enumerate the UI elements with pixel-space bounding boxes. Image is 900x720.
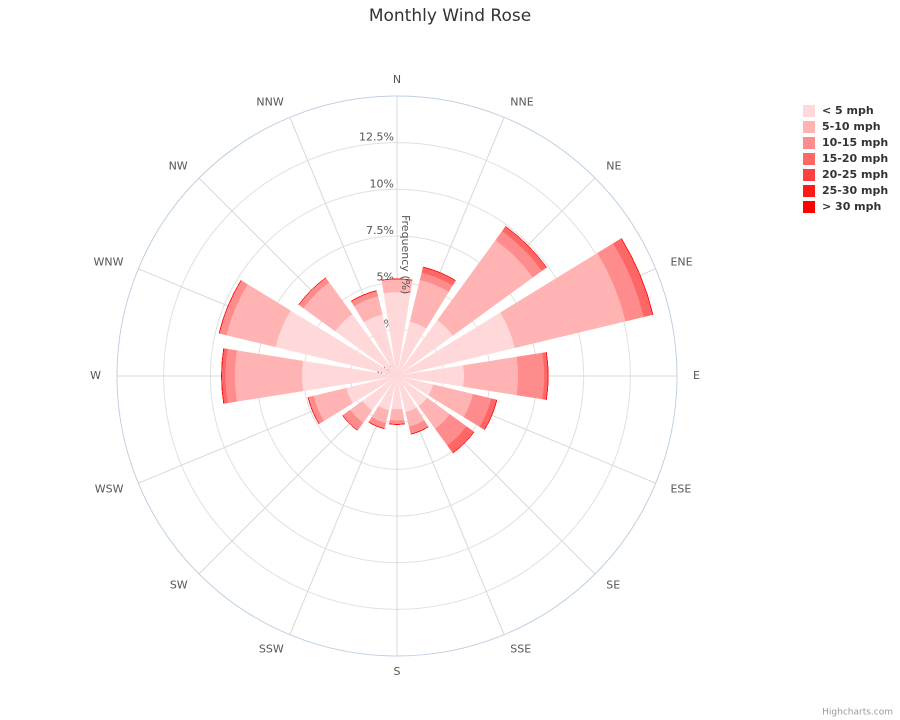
category-label: NE — [606, 160, 621, 173]
wedge — [351, 290, 377, 302]
category-label: E — [693, 369, 700, 382]
wedge — [463, 356, 519, 396]
wedge — [234, 350, 304, 402]
legend-swatch[interactable] — [803, 169, 815, 181]
category-label: SE — [606, 578, 620, 591]
y-axis-title: Frequency (%) — [399, 215, 412, 294]
legend-swatch[interactable] — [803, 185, 815, 197]
wedge — [423, 266, 456, 281]
wedge — [621, 238, 654, 315]
category-label: WNW — [94, 256, 124, 269]
category-label: SSE — [510, 642, 531, 655]
y-tick-label: 12.5% — [359, 131, 394, 144]
chart-title: Monthly Wind Rose — [369, 6, 531, 26]
credits[interactable]: Highcharts.com — [822, 708, 893, 718]
category-label: ESE — [670, 482, 691, 495]
wedge — [452, 431, 475, 454]
wedge — [218, 280, 242, 334]
legend-label[interactable]: 5-10 mph — [822, 120, 881, 133]
category-label: SSW — [259, 642, 284, 655]
legend-label[interactable]: 25-30 mph — [822, 184, 888, 197]
y-tick-label: 10% — [370, 177, 394, 190]
legend-label[interactable]: < 5 mph — [822, 104, 874, 117]
legend-swatch[interactable] — [803, 105, 815, 117]
legend-swatch[interactable] — [803, 121, 815, 133]
legend-label[interactable]: 15-20 mph — [822, 152, 888, 165]
category-label: NNE — [510, 96, 533, 109]
legend-swatch[interactable] — [803, 201, 815, 213]
category-label: NNW — [256, 96, 283, 109]
wedge — [389, 419, 405, 425]
wedge — [516, 352, 545, 400]
legend-swatch[interactable] — [803, 153, 815, 165]
wedge — [505, 226, 547, 268]
legend-label[interactable]: 10-15 mph — [822, 136, 888, 149]
category-label: N — [393, 73, 401, 86]
y-tick-label: 7.5% — [366, 224, 394, 237]
category-label: S — [394, 665, 401, 678]
wedge — [484, 399, 498, 430]
category-label: WSW — [95, 482, 124, 495]
category-label: ENE — [670, 256, 692, 269]
wedge — [389, 408, 405, 422]
legend-label[interactable]: > 30 mph — [822, 200, 881, 213]
wedge — [389, 423, 405, 425]
legend-swatch[interactable] — [803, 137, 815, 149]
category-label: W — [90, 369, 101, 382]
category-label: NW — [169, 160, 188, 173]
category-label: SW — [170, 578, 188, 591]
legend-label[interactable]: 20-25 mph — [822, 168, 888, 181]
